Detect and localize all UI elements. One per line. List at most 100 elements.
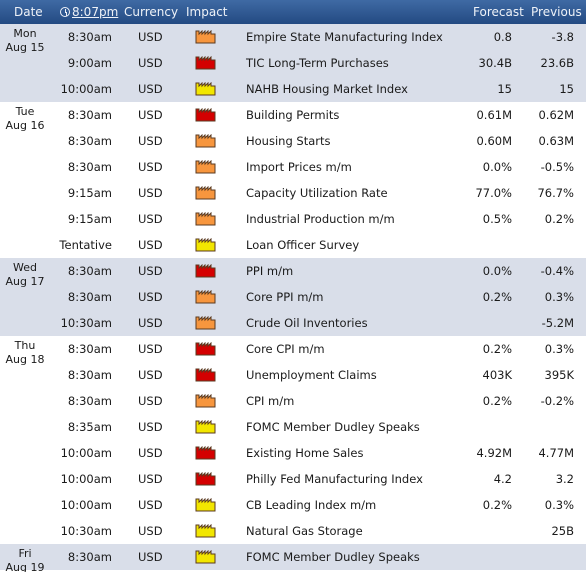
event-row[interactable]: 10:30am USD Crude Oil Inventories -5.2M bbox=[0, 310, 586, 336]
medium-impact-icon bbox=[195, 134, 216, 148]
event-time: 10:30am bbox=[60, 316, 112, 330]
event-previous: 0.2% bbox=[544, 212, 574, 226]
current-time-link[interactable]: 8:07pm bbox=[72, 5, 119, 19]
event-forecast: 0.0% bbox=[482, 160, 512, 174]
event-title[interactable]: Capacity Utilization Rate bbox=[246, 186, 388, 200]
event-row[interactable]: 10:00am USD NAHB Housing Market Index 15 15 bbox=[0, 76, 586, 102]
event-time: 10:00am bbox=[60, 472, 112, 486]
event-row[interactable]: 9:15am USD Industrial Production m/m 0.5% 0.… bbox=[0, 206, 586, 232]
high-impact-icon bbox=[195, 264, 216, 278]
event-title[interactable]: PPI m/m bbox=[246, 264, 294, 278]
day-group: Mon Aug 15 8:30am USD Empire State Manufactu… bbox=[0, 24, 586, 102]
event-time: Tentative bbox=[59, 238, 112, 252]
medium-impact-icon bbox=[195, 212, 216, 226]
event-title[interactable]: Existing Home Sales bbox=[246, 446, 364, 460]
event-row[interactable]: 8:30am USD FOMC Member Dudley Speaks bbox=[0, 544, 586, 570]
event-currency: USD bbox=[138, 472, 163, 486]
event-title[interactable]: Core PPI m/m bbox=[246, 290, 324, 304]
event-previous: 395K bbox=[544, 368, 575, 382]
medium-impact-icon bbox=[195, 160, 216, 174]
currency-column-header: Currency bbox=[124, 5, 179, 19]
event-title[interactable]: Crude Oil Inventories bbox=[246, 316, 368, 330]
event-title[interactable]: Import Prices m/m bbox=[246, 160, 352, 174]
event-time: 8:30am bbox=[67, 550, 112, 564]
event-time: 8:30am bbox=[67, 134, 112, 148]
event-row[interactable]: 10:30am USD Natural Gas Storage 25B bbox=[0, 518, 586, 544]
time-column-header[interactable]: 8:07pm bbox=[60, 0, 118, 24]
weekday: Tue bbox=[15, 105, 35, 118]
event-time: 8:30am bbox=[67, 290, 112, 304]
event-row[interactable]: Tentative USD Loan Officer Survey bbox=[0, 232, 586, 258]
event-forecast: 403K bbox=[482, 368, 513, 382]
event-row[interactable]: 8:30am USD Housing Starts 0.60M 0.63M bbox=[0, 128, 586, 154]
event-row[interactable]: 10:00am USD Philly Fed Manufacturing Index… bbox=[0, 466, 586, 492]
event-title[interactable]: NAHB Housing Market Index bbox=[246, 82, 408, 96]
event-title[interactable]: Housing Starts bbox=[246, 134, 331, 148]
event-row[interactable]: 10:00am USD CB Leading Index m/m 0.2% 0.3% bbox=[0, 492, 586, 518]
event-row[interactable]: 8:30am USD Unemployment Claims 403K 395K bbox=[0, 362, 586, 388]
event-row[interactable]: 8:30am USD Core CPI m/m 0.2% 0.3% bbox=[0, 336, 586, 362]
event-row[interactable]: 9:15am USD Capacity Utilization Rate 77.0% 7… bbox=[0, 180, 586, 206]
event-title[interactable]: Natural Gas Storage bbox=[246, 524, 363, 538]
day-group: Wed Aug 17 8:30am USD PPI m/m 0.0% -0.4% 8:30am… bbox=[0, 258, 586, 336]
event-title[interactable]: Core CPI m/m bbox=[246, 342, 325, 356]
event-currency: USD bbox=[138, 420, 163, 434]
event-title[interactable]: TIC Long-Term Purchases bbox=[246, 56, 389, 70]
event-currency: USD bbox=[138, 108, 163, 122]
event-time: 8:30am bbox=[67, 342, 112, 356]
high-impact-icon bbox=[195, 368, 216, 382]
day-label: Mon Aug 15 bbox=[0, 27, 50, 55]
event-time: 8:35am bbox=[67, 420, 112, 434]
event-title[interactable]: FOMC Member Dudley Speaks bbox=[246, 420, 420, 434]
event-row[interactable]: 10:00am USD Existing Home Sales 4.92M 4.77M bbox=[0, 440, 586, 466]
event-previous bbox=[500, 232, 574, 258]
event-currency: USD bbox=[138, 290, 163, 304]
medium-impact-icon bbox=[195, 186, 216, 200]
medium-impact-icon bbox=[195, 30, 216, 44]
event-currency: USD bbox=[138, 446, 163, 460]
event-previous: 15 bbox=[559, 82, 574, 96]
event-title[interactable]: Philly Fed Manufacturing Index bbox=[246, 472, 423, 486]
event-title[interactable]: Industrial Production m/m bbox=[246, 212, 395, 226]
event-row[interactable]: 8:30am USD CPI m/m 0.2% -0.2% bbox=[0, 388, 586, 414]
event-title[interactable]: Building Permits bbox=[246, 108, 340, 122]
event-title[interactable]: Empire State Manufacturing Index bbox=[246, 30, 443, 44]
event-currency: USD bbox=[138, 524, 163, 538]
event-title[interactable]: Loan Officer Survey bbox=[246, 238, 360, 252]
event-row[interactable]: 8:30am USD Building Permits 0.61M 0.62M bbox=[0, 102, 586, 128]
event-currency: USD bbox=[138, 238, 163, 252]
event-row[interactable]: 8:30am USD Core PPI m/m 0.2% 0.3% bbox=[0, 284, 586, 310]
clock-icon bbox=[60, 7, 70, 17]
previous-column-header: Previous bbox=[531, 5, 582, 19]
high-impact-icon bbox=[195, 472, 216, 486]
day-date: Aug 15 bbox=[5, 41, 45, 54]
event-title[interactable]: CPI m/m bbox=[246, 394, 295, 408]
event-currency: USD bbox=[138, 498, 163, 512]
event-title[interactable]: Unemployment Claims bbox=[246, 368, 377, 382]
impact-column-header: Impact bbox=[186, 5, 228, 19]
event-title[interactable]: FOMC Member Dudley Speaks bbox=[246, 550, 420, 564]
event-currency: USD bbox=[138, 56, 163, 70]
event-row[interactable]: 9:00am USD TIC Long-Term Purchases 30.4B 23.… bbox=[0, 50, 586, 76]
medium-impact-icon bbox=[195, 394, 216, 408]
event-currency: USD bbox=[138, 316, 163, 330]
event-forecast: 30.4B bbox=[478, 56, 513, 70]
event-forecast: 77.0% bbox=[475, 186, 512, 200]
day-group: Tue Aug 16 8:30am USD Building Permits 0.61M 0… bbox=[0, 102, 586, 258]
event-row[interactable]: 8:35am USD FOMC Member Dudley Speaks bbox=[0, 414, 586, 440]
medium-impact-icon bbox=[195, 290, 216, 304]
event-previous: 0.3% bbox=[544, 498, 574, 512]
event-forecast: 0.8 bbox=[493, 30, 512, 44]
event-time: 10:30am bbox=[60, 524, 112, 538]
event-title[interactable]: CB Leading Index m/m bbox=[246, 498, 377, 512]
event-row[interactable]: 8:30am USD PPI m/m 0.0% -0.4% bbox=[0, 258, 586, 284]
event-row[interactable]: 8:30am USD Import Prices m/m 0.0% -0.5% bbox=[0, 154, 586, 180]
event-forecast: 0.2% bbox=[482, 498, 512, 512]
event-currency: USD bbox=[138, 368, 163, 382]
event-time: 9:00am bbox=[67, 56, 112, 70]
event-time: 10:00am bbox=[60, 498, 112, 512]
day-date: Aug 17 bbox=[5, 275, 45, 288]
event-forecast: 0.61M bbox=[476, 108, 512, 122]
event-row[interactable]: 8:30am USD Empire State Manufacturing Inde… bbox=[0, 24, 586, 50]
